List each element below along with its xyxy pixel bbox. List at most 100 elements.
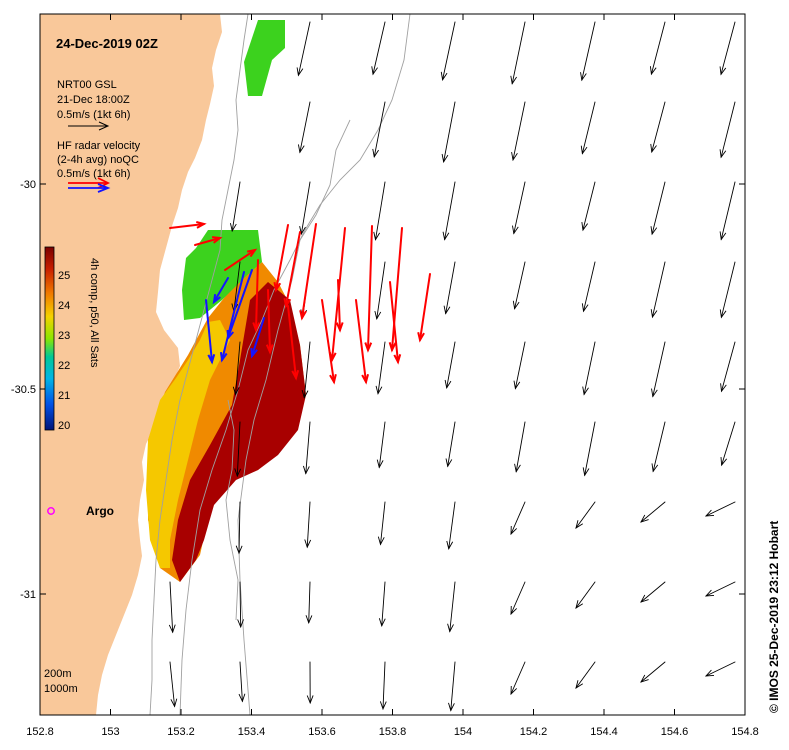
- model-arrow: [719, 21, 736, 76]
- sst-zone-yellow: [146, 320, 230, 568]
- model-arrow: [510, 501, 526, 536]
- model-arrow: [169, 661, 178, 708]
- argo-float-marker-icon: [47, 507, 55, 515]
- model-arrow: [448, 661, 456, 712]
- model-arrow: [299, 181, 311, 236]
- x-tick-label: 154.6: [661, 726, 689, 738]
- model-arrow: [651, 421, 666, 473]
- model-arrow: [306, 661, 314, 705]
- colorbar-tick: 25: [58, 270, 70, 282]
- y-tick-label: -30.5: [11, 384, 36, 396]
- x-tick-label: 154.8: [731, 726, 759, 738]
- model-arrow: [234, 421, 242, 478]
- model-arrow: [575, 661, 596, 689]
- model-arrow: [305, 581, 313, 624]
- radar-arrow: [287, 305, 300, 381]
- radar-arrow: [389, 281, 402, 365]
- colorbar-tick: 22: [58, 360, 70, 372]
- hf-radar-arrows: [169, 220, 431, 385]
- model-arrow: [640, 661, 666, 683]
- y-tick-label: -30: [20, 179, 36, 191]
- model-arrow: [650, 181, 666, 236]
- model-arrow: [445, 421, 456, 468]
- model-arrow: [510, 21, 526, 85]
- model-legend-arrow-icon: [68, 121, 110, 131]
- contour-shelf-inner: [225, 399, 239, 621]
- radar-arrow: [169, 220, 207, 229]
- model-arrow: [446, 501, 456, 550]
- model-arrow: [580, 21, 596, 82]
- map-title: 24-Dec-2019 02Z: [56, 36, 158, 51]
- x-tick-label: 153.6: [308, 726, 336, 738]
- colorbar-tick: 23: [58, 330, 70, 342]
- model-arrow: [575, 501, 596, 529]
- model-arrow: [649, 21, 666, 76]
- x-tick-label: 154: [454, 726, 472, 738]
- model-arrow: [651, 341, 666, 398]
- model-arrow: [719, 181, 736, 241]
- sst-zone-warm: [172, 282, 306, 582]
- colorbar-tick: 20: [58, 420, 70, 432]
- radar-legend-arrow-icon: [68, 177, 111, 193]
- model-arrow: [514, 421, 526, 473]
- argo-label: Argo: [86, 504, 114, 518]
- radar-arrow: [388, 227, 403, 353]
- model-legend-line1: NRT00 GSL: [57, 79, 117, 91]
- colorbar-tick: 24: [58, 300, 70, 312]
- model-arrow: [372, 101, 386, 158]
- radar-arrow: [417, 273, 431, 343]
- model-arrow: [719, 101, 736, 159]
- model-arrow: [302, 421, 311, 475]
- model-arrow: [443, 261, 456, 315]
- radar-arrow: [194, 236, 223, 246]
- model-arrow: [720, 341, 736, 393]
- model-arrow: [377, 501, 386, 546]
- model-arrow: [235, 501, 243, 555]
- model-arrow: [650, 261, 666, 319]
- model-arrow: [374, 261, 386, 321]
- x-tick-label: 153: [101, 726, 119, 738]
- radar-arrow: [265, 289, 274, 355]
- model-arrow: [640, 581, 666, 603]
- model-arrow: [375, 341, 386, 395]
- model-arrow: [510, 661, 526, 696]
- model-arrow: [512, 181, 526, 235]
- radar-arrow: [364, 225, 373, 353]
- model-arrow: [441, 101, 456, 164]
- depth-legend-200m: 200m: [44, 668, 72, 680]
- model-arrow: [373, 181, 386, 241]
- model-arrow: [640, 501, 666, 523]
- model-arrow: [378, 581, 386, 628]
- model-arrow: [719, 261, 736, 319]
- model-arrow: [376, 421, 386, 469]
- model-arrow: [580, 101, 596, 155]
- credit-text: © IMOS 25-Dec-2019 23:12 Hobart: [767, 521, 781, 713]
- model-velocity-arrows: [168, 21, 736, 712]
- x-tick-label: 153.2: [167, 726, 195, 738]
- model-arrow: [511, 101, 526, 162]
- model-arrow: [301, 341, 311, 399]
- model-arrow: [704, 581, 736, 597]
- sst-swath: [146, 20, 306, 582]
- colorbar: [44, 246, 55, 431]
- y-tick-label: -31: [20, 589, 36, 601]
- model-arrow: [720, 421, 736, 467]
- radar-legend-line1: HF radar velocity: [57, 140, 141, 152]
- radar-blue-arrow: [205, 299, 216, 365]
- model-arrow: [444, 341, 456, 390]
- model-arrow: [582, 421, 596, 477]
- model-arrow: [371, 21, 386, 76]
- radar-arrow: [328, 227, 346, 363]
- radar-arrow: [335, 279, 344, 333]
- model-arrow: [440, 21, 456, 81]
- model-arrow: [650, 101, 666, 154]
- x-tick-label: 152.8: [26, 726, 54, 738]
- colorbar-label: 4h comp, p50, All Sats: [88, 258, 100, 368]
- coastline-land: [40, 14, 222, 715]
- x-tick-label: 153.4: [238, 726, 266, 738]
- model-arrow: [379, 661, 387, 711]
- x-tick-label: 154.2: [520, 726, 548, 738]
- colorbar-tick: 21: [58, 390, 70, 402]
- contour-deep: [237, 119, 351, 715]
